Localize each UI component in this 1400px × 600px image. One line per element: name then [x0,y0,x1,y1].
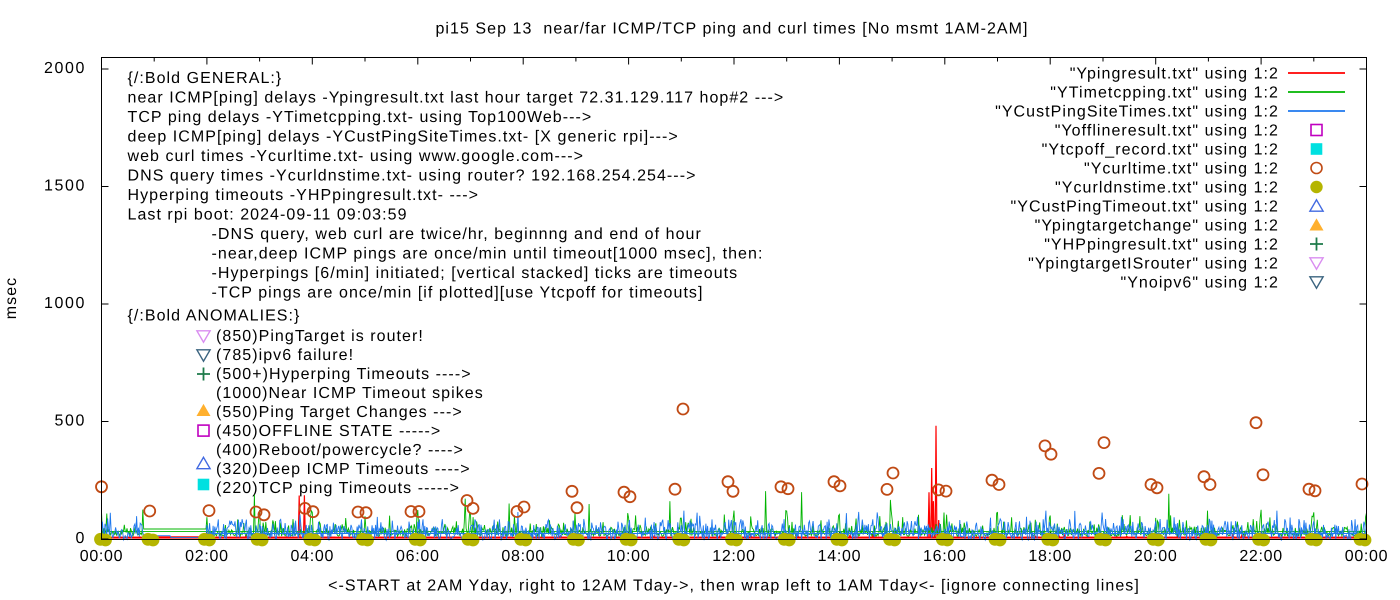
svg-text:{/:Bold ANOMALIES:}: {/:Bold ANOMALIES:} [128,308,301,325]
svg-text:0: 0 [76,530,87,547]
svg-text:"YCustPingTimeout.txt" using 1: "YCustPingTimeout.txt" using 1:2 [1011,198,1279,215]
svg-text:"Ytcpoff_record.txt" using 1:2: "Ytcpoff_record.txt" using 1:2 [1042,141,1279,158]
svg-text:-near,deep ICMP pings are once: -near,deep ICMP pings are once/min until… [212,246,764,263]
svg-text:(450)OFFLINE STATE ----->: (450)OFFLINE STATE -----> [216,423,441,440]
svg-text:1500: 1500 [44,178,86,195]
svg-text:"Ycurltime.txt" using 1:2: "Ycurltime.txt" using 1:2 [1084,160,1279,177]
svg-text:(400)Reboot/powercycle? ---->: (400)Reboot/powercycle? ----> [216,442,464,459]
svg-text:04:00: 04:00 [291,548,335,565]
svg-text:20:00: 20:00 [1134,548,1178,565]
svg-text:(850)PingTarget is router!: (850)PingTarget is router! [216,328,424,345]
svg-text:"Ynoipv6" using 1:2: "Ynoipv6" using 1:2 [1120,274,1279,291]
svg-text:00:00: 00:00 [80,548,124,565]
svg-text:22:00: 22:00 [1239,548,1283,565]
svg-text:10:00: 10:00 [607,548,651,565]
svg-text:Hyperping timeouts -YHPpingres: Hyperping timeouts -YHPpingresult.txt- -… [128,187,479,204]
svg-text:06:00: 06:00 [396,548,440,565]
svg-text:(220)TCP ping Timeouts ----->: (220)TCP ping Timeouts -----> [216,480,460,497]
svg-text:02:00: 02:00 [185,548,229,565]
svg-text:(500+)Hyperping Timeouts ---->: (500+)Hyperping Timeouts ----> [216,366,472,383]
svg-text:08:00: 08:00 [501,548,545,565]
svg-text:"Yofflineresult.txt" using 1:2: "Yofflineresult.txt" using 1:2 [1055,122,1279,139]
svg-text:"Ycurldnstime.txt" using 1:2: "Ycurldnstime.txt" using 1:2 [1055,179,1279,196]
svg-text:"Ypingtargetchange" using 1:2: "Ypingtargetchange" using 1:2 [1035,217,1279,234]
svg-text:1000: 1000 [44,295,86,312]
svg-text:14:00: 14:00 [818,548,862,565]
svg-text:"YCustPingSiteTimes.txt" using: "YCustPingSiteTimes.txt" using 1:2 [995,103,1279,120]
svg-text:near ICMP[ping] delays -Ypingr: near ICMP[ping] delays -Ypingresult.txt … [128,90,785,107]
svg-text:00:00: 00:00 [1345,548,1389,565]
svg-text:(1000)Near ICMP Timeout spikes: (1000)Near ICMP Timeout spikes [216,385,484,402]
svg-text:(320)Deep ICMP Timeouts ---->: (320)Deep ICMP Timeouts ----> [216,461,471,478]
svg-text:"YTimetcpping.txt" using 1:2: "YTimetcpping.txt" using 1:2 [1050,84,1279,101]
svg-text:"YpingtargetISrouter" using 1:: "YpingtargetISrouter" using 1:2 [1028,255,1279,272]
svg-text:-TCP pings are once/min [if pl: -TCP pings are once/min [if plotted][use… [212,285,704,302]
svg-text:16:00: 16:00 [923,548,967,565]
svg-text:(550)Ping Target Changes --->: (550)Ping Target Changes ---> [216,404,463,421]
svg-text:<-START at 2AM Yday, right to: <-START at 2AM Yday, right to 12AM Tday-… [328,578,1140,595]
svg-text:{/:Bold GENERAL:}: {/:Bold GENERAL:} [128,70,283,87]
svg-text:500: 500 [55,413,87,430]
svg-text:pi15 Sep 13 near/far ICMP/TCP: pi15 Sep 13 near/far ICMP/TCP ping and c… [435,21,1028,38]
svg-text:(785)ipv6 failure!: (785)ipv6 failure! [216,347,354,364]
svg-text:web curl times -Ycurltime.txt-: web curl times -Ycurltime.txt- using www… [127,148,585,165]
svg-text:-DNS query, web curl are twice: -DNS query, web curl are twice/hr, begin… [212,226,702,243]
svg-text:deep ICMP[ping] delays -YCustP: deep ICMP[ping] delays -YCustPingSiteTim… [128,129,679,146]
svg-text:msec: msec [3,277,20,319]
svg-text:12:00: 12:00 [712,548,756,565]
svg-text:"YHPpingresult.txt" using 1:2: "YHPpingresult.txt" using 1:2 [1044,236,1279,253]
svg-text:Last rpi boot: 2024-09-11 09:0: Last rpi boot: 2024-09-11 09:03:59 [128,207,408,224]
svg-text:18:00: 18:00 [1028,548,1072,565]
svg-text:"Ypingresult.txt" using 1:2: "Ypingresult.txt" using 1:2 [1070,65,1279,82]
svg-text:DNS query times -Ycurldnstime.: DNS query times -Ycurldnstime.txt- using… [128,168,697,185]
svg-text:-Hyperpings [6/min] initiated;: -Hyperpings [6/min] initiated; [vertical… [212,265,739,282]
svg-text:2000: 2000 [44,60,86,77]
svg-text:TCP ping delays -YTimetcpping.: TCP ping delays -YTimetcpping.txt- using… [128,109,593,126]
